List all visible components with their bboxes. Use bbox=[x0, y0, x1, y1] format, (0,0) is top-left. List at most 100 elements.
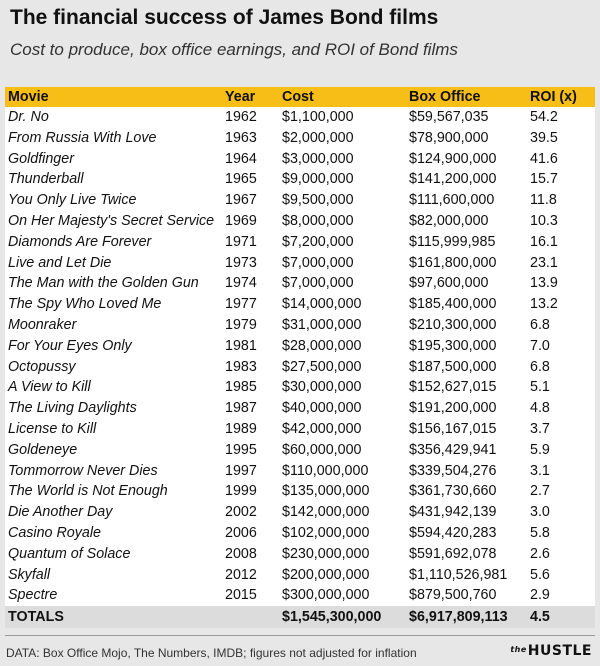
cell-roi: 13.9 bbox=[530, 275, 558, 292]
cell-roi: 6.8 bbox=[530, 358, 550, 375]
cell-movie: On Her Majesty's Secret Service bbox=[8, 212, 215, 229]
totals-cell-cost: $1,545,300,000 bbox=[282, 606, 409, 629]
cell-year: 1963 bbox=[225, 129, 257, 146]
cell-cost: $42,000,000 bbox=[282, 420, 362, 437]
table-row: Die Another Day 2002 $142,000,000 $431,942,… bbox=[5, 502, 595, 523]
cell-cost: $28,000,000 bbox=[282, 337, 362, 354]
source-note: DATA: Box Office Mojo, The Numbers, IMDB… bbox=[6, 646, 417, 660]
cell-movie: Skyfall bbox=[8, 566, 51, 583]
table-row: From Russia With Love 1963 $2,000,000 $78,9… bbox=[5, 128, 595, 149]
cell-roi: 3.1 bbox=[530, 462, 550, 479]
cell-cost: $31,000,000 bbox=[282, 316, 362, 333]
cell-year: 1964 bbox=[225, 150, 257, 167]
cell-box-office: $591,692,078 bbox=[409, 545, 497, 562]
cell-box-office: $1,110,526,981 bbox=[409, 566, 508, 583]
cell-roi: 3.0 bbox=[530, 504, 550, 521]
bond-films-table: Movie Year Cost Box Office ROI (x) Dr. N… bbox=[5, 87, 595, 629]
cell-cost: $2,000,000 bbox=[282, 129, 354, 146]
cell-box-office: $191,200,000 bbox=[409, 400, 497, 417]
chart-title: The financial success of James Bond film… bbox=[10, 6, 439, 29]
the-hustle-logo: theHUSTLE bbox=[510, 643, 592, 659]
cell-cost: $7,200,000 bbox=[282, 233, 354, 250]
cell-box-office: $124,900,000 bbox=[409, 150, 497, 167]
cell-cost: $40,000,000 bbox=[282, 400, 362, 417]
cell-movie: Casino Royale bbox=[8, 524, 101, 541]
cell-year: 1983 bbox=[225, 358, 257, 375]
table-row: Thunderball 1965 $9,000,000 $141,200,000 15.… bbox=[5, 169, 595, 190]
cell-cost: $8,000,000 bbox=[282, 212, 354, 229]
cell-year: 1971 bbox=[225, 233, 257, 250]
cell-year: 1985 bbox=[225, 379, 257, 396]
cell-year: 2008 bbox=[225, 545, 257, 562]
cell-movie: Die Another Day bbox=[8, 504, 113, 521]
totals-cell-year bbox=[225, 606, 282, 629]
table-row: You Only Live Twice 1967 $9,500,000 $111,60… bbox=[5, 190, 595, 211]
cell-movie: Diamonds Are Forever bbox=[8, 233, 152, 250]
cell-box-office: $431,942,139 bbox=[409, 504, 497, 521]
cell-roi: 6.8 bbox=[530, 316, 550, 333]
cell-year: 1999 bbox=[225, 483, 257, 500]
cell-cost: $7,000,000 bbox=[282, 254, 354, 271]
cell-box-office: $156,167,015 bbox=[409, 420, 497, 437]
totals-cell-movie: TOTALS bbox=[5, 606, 225, 629]
totals-cell-box-office: $6,917,809,113 bbox=[409, 606, 530, 629]
cell-movie: Thunderball bbox=[8, 171, 84, 188]
table-row: Skyfall 2012 $200,000,000 $1,110,526,981 5.6 bbox=[5, 565, 595, 586]
cell-movie: Octopussy bbox=[8, 358, 76, 375]
table-row: Dr. No 1962 $1,100,000 $59,567,035 54.2 bbox=[5, 107, 595, 128]
cell-box-office: $78,900,000 bbox=[409, 129, 489, 146]
totals-row: TOTALS $1,545,300,000 $6,917,809,113 4.5 bbox=[5, 606, 595, 629]
cell-movie: Spectre bbox=[8, 587, 58, 604]
logo-prefix: the bbox=[510, 645, 527, 654]
cell-cost: $27,500,000 bbox=[282, 358, 362, 375]
cell-year: 1987 bbox=[225, 400, 257, 417]
cell-year: 1965 bbox=[225, 171, 257, 188]
column-header-cost: Cost bbox=[282, 87, 409, 107]
cell-cost: $102,000,000 bbox=[282, 524, 370, 541]
cell-movie: The Spy Who Loved Me bbox=[8, 296, 162, 313]
cell-roi: 23.1 bbox=[530, 254, 558, 271]
cell-movie: The Living Daylights bbox=[8, 400, 137, 417]
cell-box-office: $185,400,000 bbox=[409, 296, 497, 313]
cell-cost: $9,500,000 bbox=[282, 192, 354, 209]
cell-movie: Quantum of Solace bbox=[8, 545, 131, 562]
cell-year: 1967 bbox=[225, 192, 257, 209]
cell-movie: For Your Eyes Only bbox=[8, 337, 132, 354]
cell-year: 1977 bbox=[225, 296, 257, 313]
table-row: Diamonds Are Forever 1971 $7,200,000 $115,9… bbox=[5, 232, 595, 253]
cell-movie: Tommorrow Never Dies bbox=[8, 462, 158, 479]
table-row: Goldeneye 1995 $60,000,000 $356,429,941 5.9 bbox=[5, 440, 595, 461]
cell-roi: 5.6 bbox=[530, 566, 550, 583]
cell-cost: $230,000,000 bbox=[282, 545, 370, 562]
cell-movie: Goldfinger bbox=[8, 150, 74, 167]
cell-cost: $135,000,000 bbox=[282, 483, 370, 500]
cell-box-office: $594,420,283 bbox=[409, 524, 497, 541]
cell-roi: 5.9 bbox=[530, 441, 550, 458]
cell-box-office: $82,000,000 bbox=[409, 212, 489, 229]
cell-year: 2006 bbox=[225, 524, 257, 541]
cell-year: 2015 bbox=[225, 587, 257, 604]
column-header-movie: Movie bbox=[5, 87, 225, 107]
cell-box-office: $210,300,000 bbox=[409, 316, 497, 333]
cell-year: 1981 bbox=[225, 337, 257, 354]
table-body: Dr. No 1962 $1,100,000 $59,567,035 54.2 From … bbox=[5, 107, 595, 629]
cell-cost: $300,000,000 bbox=[282, 587, 370, 604]
logo-name: HUSTLE bbox=[527, 643, 592, 659]
cell-cost: $110,000,000 bbox=[282, 462, 369, 479]
cell-roi: 7.0 bbox=[530, 337, 550, 354]
cell-movie: You Only Live Twice bbox=[8, 192, 137, 209]
cell-roi: 15.7 bbox=[530, 171, 558, 188]
cell-roi: 5.1 bbox=[530, 379, 550, 396]
cell-year: 1979 bbox=[225, 316, 257, 333]
cell-roi: 10.3 bbox=[530, 212, 558, 229]
cell-year: 1997 bbox=[225, 462, 257, 479]
cell-roi: 54.2 bbox=[530, 109, 558, 125]
table-row: Octopussy 1983 $27,500,000 $187,500,000 6.8 bbox=[5, 357, 595, 378]
cell-roi: 13.2 bbox=[530, 296, 558, 313]
cell-box-office: $141,200,000 bbox=[409, 171, 497, 188]
chart-subtitle: Cost to produce, box office earnings, an… bbox=[10, 40, 458, 59]
cell-year: 1974 bbox=[225, 275, 257, 292]
cell-cost: $200,000,000 bbox=[282, 566, 370, 583]
cell-roi: 39.5 bbox=[530, 129, 558, 146]
